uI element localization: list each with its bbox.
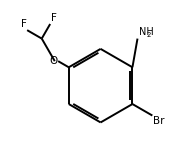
- Text: O: O: [49, 56, 57, 66]
- Text: F: F: [51, 13, 57, 23]
- Text: NH: NH: [139, 27, 154, 37]
- Text: Br: Br: [153, 116, 165, 126]
- Text: 2: 2: [146, 32, 151, 38]
- Text: F: F: [21, 19, 26, 29]
